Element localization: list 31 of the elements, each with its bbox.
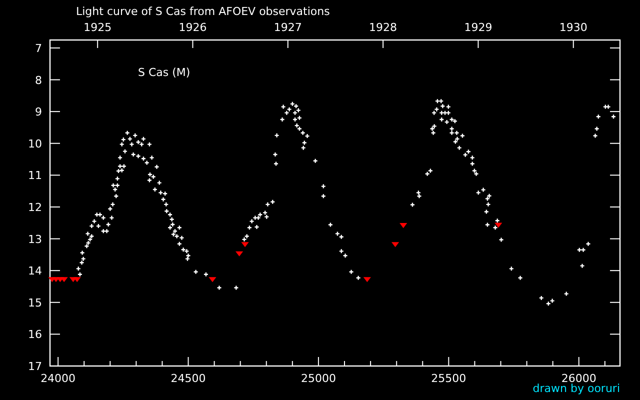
point xyxy=(60,277,68,282)
y-tick-label: 11 xyxy=(28,169,42,182)
x-tick-label: 26000 xyxy=(561,372,596,385)
point xyxy=(494,222,502,228)
text: drawn by ooruri xyxy=(532,382,620,395)
chart-title: Light curve of S Cas from AFOEV observations xyxy=(76,5,330,18)
y-tick-label: 7 xyxy=(35,42,42,55)
y-tick-label: 10 xyxy=(28,137,42,150)
point xyxy=(242,242,248,247)
x-tick-label: 25500 xyxy=(431,372,466,385)
x-tick-label: 25000 xyxy=(300,372,336,385)
y-tick-label: 13 xyxy=(28,232,42,246)
point xyxy=(209,277,216,282)
x-tick-label: 24000 xyxy=(40,372,76,385)
y-tick-label: 14 xyxy=(28,264,42,278)
x2-tick-label: 1928 xyxy=(369,21,398,34)
x2-tick-label: 1926 xyxy=(178,21,207,34)
y-tick-label: 9 xyxy=(35,106,42,119)
x-tick-label: 24500 xyxy=(170,372,206,385)
point xyxy=(74,277,80,282)
x2-tick-label: 1929 xyxy=(464,21,492,34)
annotation: S Cas (M) xyxy=(138,66,190,79)
x2-tick-label: 1927 xyxy=(274,21,302,34)
x2-tick-label: 1925 xyxy=(84,21,112,34)
y-tick-label: 12 xyxy=(28,200,42,214)
y-tick-label: 8 xyxy=(35,74,42,87)
point xyxy=(236,251,243,256)
y-tick-label: 17 xyxy=(28,360,42,373)
y-tick-label: 15 xyxy=(28,296,42,310)
y-tick-label: 16 xyxy=(28,328,42,342)
x2-tick-label: 1930 xyxy=(559,21,588,34)
